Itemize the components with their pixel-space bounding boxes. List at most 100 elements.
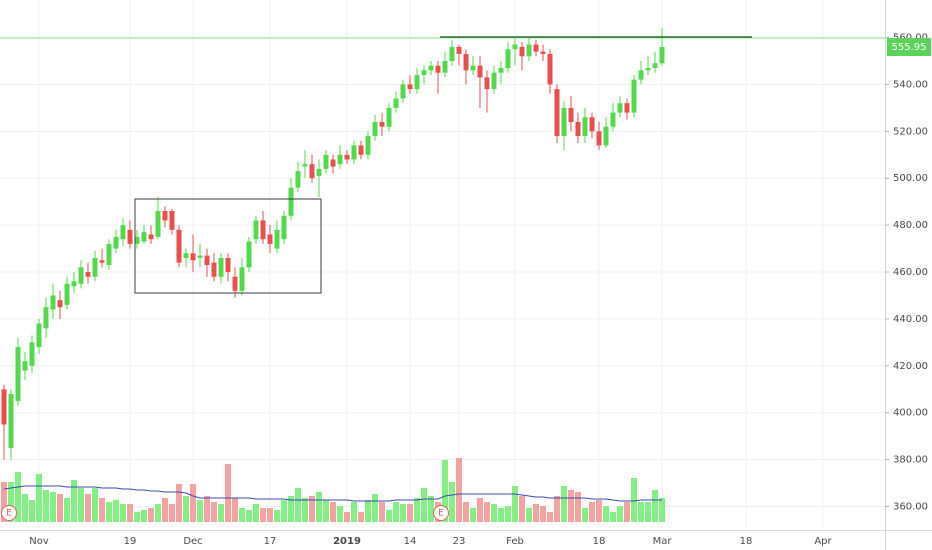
candle-body (435, 65, 441, 73)
earnings-marker-label[interactable]: E (438, 509, 444, 519)
earnings-marker[interactable]: E (433, 505, 449, 521)
earnings-marker-circle[interactable] (433, 505, 449, 521)
volume-bar (22, 494, 28, 522)
volume-bar (323, 500, 329, 522)
volume-bar (15, 472, 21, 522)
candle-body (246, 241, 252, 268)
candle-body (141, 232, 147, 242)
volume-bar (582, 508, 588, 522)
candle-body (309, 164, 315, 179)
volume-bar (484, 502, 490, 522)
volume-bar (99, 498, 105, 522)
candle-body (302, 164, 308, 167)
volume-bar (57, 494, 63, 522)
candle-body (540, 51, 546, 54)
volume-bar (169, 504, 175, 522)
volume-bar (393, 502, 399, 522)
volume-bar (50, 492, 56, 522)
candle-body (575, 121, 581, 137)
volume-bar (246, 510, 252, 522)
candle-body (281, 215, 287, 240)
earnings-marker-label[interactable]: E (6, 509, 12, 519)
volume-bar (36, 474, 42, 522)
volume-bar (309, 496, 315, 522)
candle-body (29, 342, 35, 366)
volume-bar (64, 498, 70, 522)
volume-bar (162, 498, 168, 522)
candle-body (155, 211, 161, 237)
candle-body (99, 260, 105, 263)
volume-bar (239, 508, 245, 522)
candle-body (421, 70, 427, 76)
candle-body (379, 121, 385, 127)
volume-bar (211, 502, 217, 522)
candle-body (365, 136, 371, 155)
candle-body (204, 255, 210, 265)
axes: 360.00 380.00 400.00 420.00 440.00 460.00 480.… (29, 33, 931, 547)
candle-body (176, 229, 182, 263)
volume-bar (204, 496, 210, 522)
volume-bar (659, 498, 665, 522)
earnings-marker-circle[interactable] (1, 505, 17, 521)
volume-bar (561, 486, 567, 522)
volume-bar (127, 504, 133, 522)
y-tick-label: 500.00 (893, 173, 928, 184)
candle-body (211, 262, 217, 277)
volume-bar (302, 498, 308, 522)
candle-body (85, 272, 91, 277)
x-tick-label: 17 (264, 536, 277, 547)
candle-body (407, 84, 413, 90)
volume-bar (316, 492, 322, 522)
candle-body (295, 171, 301, 188)
candle-body (470, 65, 476, 71)
candle-body (22, 361, 28, 371)
candle-body (428, 65, 434, 71)
candle-body (351, 145, 357, 160)
volume-bar (603, 506, 609, 522)
volume-bar (330, 502, 336, 522)
candle-body (1, 389, 7, 425)
candle-body (183, 253, 189, 258)
earnings-marker[interactable]: E (1, 505, 17, 521)
candle-body (505, 49, 511, 69)
volume-bar (456, 458, 462, 522)
volume-bar (477, 498, 483, 522)
candle-body (337, 154, 343, 165)
volume-bar (617, 506, 623, 522)
volume-bar (281, 500, 287, 522)
candle-body (463, 53, 469, 71)
candle-body (610, 112, 616, 127)
y-tick-label: 360.00 (893, 502, 928, 513)
volume-bar (120, 504, 126, 522)
x-tick-label: 14 (404, 536, 417, 547)
volume-bar (386, 510, 392, 522)
x-tick-label: Nov (29, 536, 49, 547)
volume-bar (176, 484, 182, 522)
candle-body (526, 44, 532, 57)
candle-body (190, 253, 196, 261)
volume-bar (533, 504, 539, 522)
volume-bar (106, 502, 112, 522)
volume-bar (449, 482, 455, 522)
x-tick-label: 19 (124, 536, 137, 547)
candle-body (148, 234, 154, 240)
candle-body (400, 84, 406, 99)
volume-bar (575, 492, 581, 522)
candle-body (372, 121, 378, 137)
volume-bar (253, 504, 259, 522)
candle-body (267, 234, 273, 244)
candle-body (442, 60, 448, 73)
candle-body (106, 243, 112, 265)
volume-bar (414, 498, 420, 522)
volume-bar (554, 496, 560, 522)
candle-body (57, 300, 63, 308)
y-tick-label: 420.00 (893, 361, 928, 372)
candle-body (113, 236, 119, 249)
volume-bar (29, 500, 35, 522)
x-tick-label: Mar (653, 536, 673, 547)
volume-bar (610, 512, 616, 522)
volume-bar (526, 508, 532, 522)
grid (0, 0, 885, 530)
volume-bar (358, 512, 364, 522)
